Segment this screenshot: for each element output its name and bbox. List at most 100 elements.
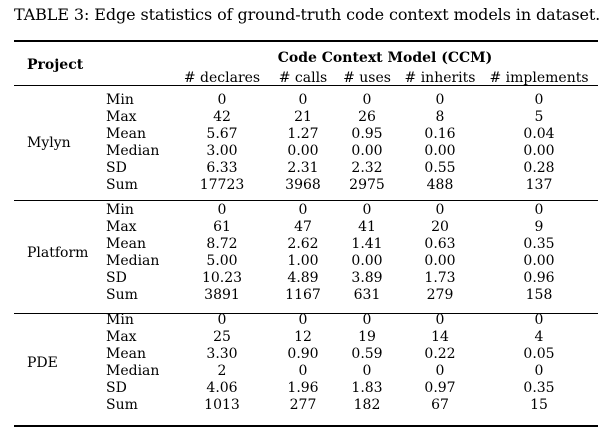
- cell-declares: 0: [217, 92, 227, 108]
- cell-inherits: 0.00: [424, 253, 456, 269]
- cell-declares: 3891: [204, 287, 240, 303]
- table-row: Mylyn Min 0 0 0 0 0: [14, 92, 598, 151]
- stat-label: Max: [106, 329, 137, 345]
- table-row: PDE Min 0 0 0 0 0: [14, 312, 598, 371]
- table-row: Median 3.00 0.00 0.00 0.00 0.00: [14, 143, 598, 160]
- cell-calls: 3968: [285, 177, 321, 193]
- cell-uses: 0: [362, 363, 372, 379]
- cell-calls: 0: [298, 312, 308, 328]
- stat-label: Mean: [106, 236, 146, 252]
- column-header-implements: # implements: [489, 70, 589, 86]
- cell-declares: 42: [213, 109, 231, 125]
- column-header-declares: # declares: [183, 70, 261, 86]
- cell-calls: 1.96: [287, 380, 319, 396]
- cell-inherits: 20: [431, 219, 449, 235]
- cell-implements: 0.28: [523, 160, 555, 176]
- cell-declares: 25: [213, 329, 231, 345]
- cell-declares: 3.30: [206, 346, 238, 362]
- cell-inherits: 8: [435, 109, 445, 125]
- cell-declares: 8.72: [206, 236, 238, 252]
- stat-label: Median: [106, 363, 160, 379]
- cell-calls: 2.62: [287, 236, 319, 252]
- cell-inherits: 488: [426, 177, 454, 193]
- table-row: Mean 8.72 2.62 1.41 0.63 0.35: [14, 236, 598, 253]
- group-spacer: [14, 414, 598, 418]
- cell-implements: 9: [534, 219, 544, 235]
- cell-calls: 2.31: [287, 160, 319, 176]
- cell-inherits: 0.16: [424, 126, 456, 142]
- cell-inherits: 67: [431, 397, 449, 413]
- table-caption: TABLE 3: Edge statistics of ground-truth…: [14, 5, 601, 24]
- cell-calls: 0.90: [287, 346, 319, 362]
- cell-implements: 137: [525, 177, 553, 193]
- cell-uses: 3.89: [351, 270, 383, 286]
- project-column-header: Project: [27, 57, 84, 73]
- cell-declares: 17723: [199, 177, 245, 193]
- cell-declares: 0: [217, 312, 227, 328]
- cell-declares: 1013: [204, 397, 240, 413]
- cell-uses: 0.95: [351, 126, 383, 142]
- header-rule: [14, 85, 598, 86]
- cell-inherits: 0: [435, 92, 445, 108]
- table-row: Sum 17723 3968 2975 488 137: [14, 177, 598, 194]
- cell-uses: 2.32: [351, 160, 383, 176]
- stat-label: Min: [106, 312, 134, 328]
- group-divider-2: [14, 313, 598, 314]
- cell-inherits: 0: [435, 363, 445, 379]
- project-name: Platform: [27, 244, 89, 261]
- cell-inherits: 0.97: [424, 380, 456, 396]
- stat-label: Sum: [106, 397, 138, 413]
- cell-calls: 47: [294, 219, 312, 235]
- cell-inherits: 0.55: [424, 160, 456, 176]
- cell-implements: 0.00: [523, 143, 555, 159]
- cell-declares: 5.00: [206, 253, 238, 269]
- cell-uses: 1.83: [351, 380, 383, 396]
- table-row: SD 4.06 1.96 1.83 0.97 0.35: [14, 380, 598, 397]
- cell-uses: 0: [362, 312, 372, 328]
- cell-declares: 61: [213, 219, 231, 235]
- cell-calls: 0: [298, 92, 308, 108]
- stat-label: Sum: [106, 177, 138, 193]
- cell-implements: 4: [534, 329, 544, 345]
- cell-implements: 15: [530, 397, 548, 413]
- stat-label: Min: [106, 202, 134, 218]
- ccm-group-header: Code Context Model (CCM): [277, 50, 493, 66]
- cell-uses: 0: [362, 92, 372, 108]
- cell-uses: 0: [362, 202, 372, 218]
- cell-calls: 1.27: [287, 126, 319, 142]
- cell-inherits: 0: [435, 312, 445, 328]
- stat-label: Mean: [106, 346, 146, 362]
- cell-implements: 0.00: [523, 253, 555, 269]
- cell-uses: 182: [353, 397, 381, 413]
- cell-calls: 1167: [285, 287, 321, 303]
- cell-implements: 0.96: [523, 270, 555, 286]
- cell-uses: 0.59: [351, 346, 383, 362]
- cell-inherits: 0.22: [424, 346, 456, 362]
- table-row: Sum 1013 277 182 67 15: [14, 397, 598, 414]
- cell-implements: 5: [534, 109, 544, 125]
- cell-implements: 0.05: [523, 346, 555, 362]
- cell-uses: 19: [358, 329, 376, 345]
- top-rule: [14, 40, 598, 42]
- table-row: Max 25 12 19 14 4: [14, 329, 598, 346]
- cell-inherits: 0.63: [424, 236, 456, 252]
- cell-calls: 1.00: [287, 253, 319, 269]
- table-row: Median 2 0 0 0 0: [14, 363, 598, 380]
- cell-implements: 0.04: [523, 126, 555, 142]
- table-row: Mean 5.67 1.27 0.95 0.16 0.04: [14, 126, 598, 143]
- cell-declares: 4.06: [206, 380, 238, 396]
- stat-label: SD: [106, 380, 127, 396]
- table-row: Sum 3891 1167 631 279 158: [14, 287, 598, 304]
- cell-calls: 0: [298, 202, 308, 218]
- bottom-rule: [14, 425, 598, 427]
- cell-inherits: 1.73: [424, 270, 456, 286]
- table-row: Max 61 47 41 20 9: [14, 219, 598, 236]
- cell-inherits: 0.00: [424, 143, 456, 159]
- column-header-uses: # uses: [343, 70, 391, 86]
- cell-uses: 631: [353, 287, 381, 303]
- cell-declares: 3.00: [206, 143, 238, 159]
- cell-implements: 0: [534, 312, 544, 328]
- stat-label: Min: [106, 92, 134, 108]
- stat-label: Mean: [106, 126, 146, 142]
- cell-declares: 6.33: [206, 160, 238, 176]
